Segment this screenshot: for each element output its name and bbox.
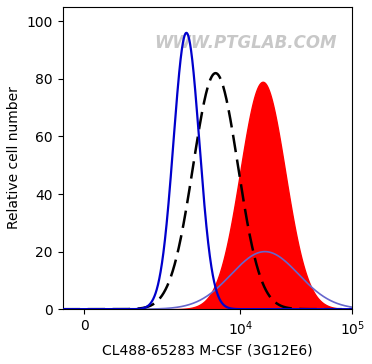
Y-axis label: Relative cell number: Relative cell number [7,87,21,229]
Text: WWW.PTGLAB.COM: WWW.PTGLAB.COM [154,34,336,52]
X-axis label: CL488-65283 M-CSF (3G12E6): CL488-65283 M-CSF (3G12E6) [102,343,313,357]
